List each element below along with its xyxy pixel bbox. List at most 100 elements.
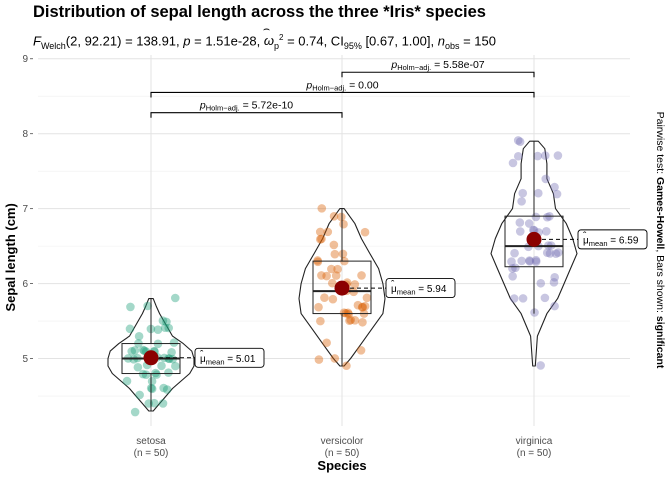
mean-hat: ˆ	[391, 279, 395, 291]
y-tick-label: 5	[22, 354, 28, 365]
mean-label-box	[385, 278, 456, 299]
bracket-line	[341, 71, 535, 78]
comparison-bracket: pHolm−adj. = 5.72e-10	[150, 100, 343, 118]
category-setosa: μmean = 5.01ˆ setosa(n = 50)	[107, 293, 265, 459]
data-point	[320, 293, 329, 302]
chart-subtitle: FWelch(2, 92.21) = 138.91, p = 1.51e-28,…	[33, 33, 496, 51]
data-point	[329, 212, 339, 221]
mean-hat: ˆ	[583, 230, 587, 242]
mean-label: μmean = 5.94	[391, 284, 447, 297]
data-point	[542, 226, 551, 236]
data-point	[138, 345, 148, 355]
side-caption: Pairwise test: Games-Howell, Bars shown:…	[654, 112, 666, 369]
data-point	[330, 354, 340, 363]
data-point	[549, 278, 559, 287]
bracket-line	[150, 112, 343, 118]
bracket-line	[150, 91, 535, 98]
mean-point	[334, 280, 350, 296]
x-tick-n-label: (n = 50)	[325, 448, 360, 459]
x-axis-title: Species	[317, 458, 366, 473]
x-tick-label: setosa	[136, 436, 166, 447]
data-point	[130, 407, 140, 417]
data-point	[159, 383, 168, 393]
data-point	[143, 301, 152, 311]
data-point	[513, 136, 523, 145]
chart-title: Distribution of sepal length across the …	[33, 3, 486, 21]
data-point	[127, 347, 137, 356]
data-point	[511, 263, 520, 273]
data-point	[517, 197, 526, 206]
data-point	[531, 257, 541, 267]
data-point	[134, 331, 144, 341]
data-point	[331, 271, 341, 280]
bracket-label: pHolm−adj. = 5.72e-10	[199, 100, 293, 113]
data-point	[360, 227, 370, 237]
data-point	[315, 235, 325, 244]
bracket-label: pHolm−adj. = 5.58e-07	[390, 59, 484, 72]
data-point	[337, 212, 346, 222]
y-tick-label: 6	[22, 279, 28, 290]
mean-hat: ˆ	[200, 348, 204, 360]
data-point	[338, 249, 348, 259]
data-point	[160, 323, 170, 333]
comparison-bracket: pHolm−adj. = 5.58e-07	[341, 59, 535, 78]
data-point	[531, 255, 541, 265]
x-tick-n-label: (n = 50)	[134, 448, 169, 459]
data-point	[350, 315, 360, 325]
data-point	[152, 370, 161, 379]
data-point	[524, 219, 534, 228]
data-point	[147, 376, 157, 386]
mean-point	[526, 231, 542, 247]
data-point	[317, 271, 326, 280]
category-versicolor: μmean = 5.94ˆ versicolor(n = 50)	[298, 204, 456, 459]
data-point	[149, 398, 159, 408]
data-point	[533, 151, 542, 161]
violin-outline	[490, 140, 578, 367]
data-point	[162, 317, 171, 327]
data-point	[515, 137, 525, 147]
category-virginica: μmean = 6.59ˆ virginica(n = 50)	[490, 136, 648, 459]
x-tick-label: virginica	[516, 436, 553, 447]
data-point	[333, 264, 342, 274]
data-point	[313, 256, 322, 265]
data-point	[550, 182, 559, 192]
data-point	[141, 370, 151, 379]
data-point	[518, 294, 528, 303]
y-tick-label: 8	[22, 129, 28, 140]
y-tick-label: 7	[22, 204, 28, 215]
data-point	[357, 302, 367, 312]
y-tick-label: 9	[22, 54, 28, 65]
data-point	[350, 280, 360, 289]
data-point	[356, 346, 366, 355]
data-point	[157, 361, 166, 371]
data-point	[517, 256, 526, 266]
data-point	[158, 399, 168, 408]
data-point	[314, 355, 324, 364]
data-point	[507, 257, 516, 266]
mean-label-box	[194, 347, 265, 368]
data-point	[362, 293, 372, 303]
mean-label-box	[577, 229, 648, 250]
data-point	[339, 219, 348, 229]
data-point	[353, 300, 363, 310]
data-point	[327, 264, 336, 274]
data-point	[515, 227, 525, 236]
data-point	[508, 271, 517, 281]
data-point	[158, 316, 168, 326]
comparison-bracket: pHolm−adj. = 0.00	[150, 79, 535, 98]
data-point	[525, 256, 534, 265]
mean-label: μmean = 5.01	[200, 354, 256, 367]
data-point	[518, 188, 528, 198]
data-point	[345, 316, 354, 325]
data-point	[125, 324, 135, 334]
data-point	[346, 315, 356, 325]
data-point	[164, 323, 173, 333]
data-point	[357, 271, 366, 280]
data-point	[530, 308, 539, 317]
violin-outline	[298, 208, 386, 367]
data-point	[343, 308, 353, 318]
box-iqr	[504, 215, 564, 268]
data-point	[122, 376, 132, 386]
data-point	[133, 362, 143, 372]
